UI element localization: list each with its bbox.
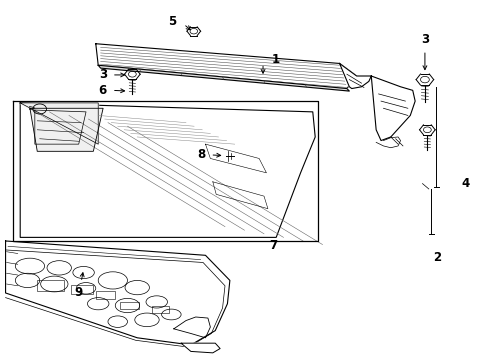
Text: 7: 7 bbox=[269, 239, 277, 252]
Polygon shape bbox=[181, 343, 220, 353]
Bar bbox=[71, 285, 93, 294]
Bar bbox=[96, 291, 115, 299]
Text: 4: 4 bbox=[461, 177, 469, 190]
Text: 9: 9 bbox=[75, 286, 82, 299]
Text: 8: 8 bbox=[197, 148, 205, 161]
Polygon shape bbox=[30, 108, 103, 151]
Text: 3: 3 bbox=[420, 32, 428, 45]
Polygon shape bbox=[98, 65, 348, 91]
Text: 1: 1 bbox=[271, 53, 279, 66]
Polygon shape bbox=[339, 63, 370, 89]
Bar bbox=[152, 306, 168, 313]
Text: 3: 3 bbox=[99, 68, 107, 81]
Text: 2: 2 bbox=[432, 251, 440, 264]
Polygon shape bbox=[20, 103, 98, 144]
Polygon shape bbox=[20, 103, 315, 237]
Text: 5: 5 bbox=[168, 15, 176, 28]
Polygon shape bbox=[370, 76, 414, 140]
Text: 6: 6 bbox=[99, 84, 107, 97]
Polygon shape bbox=[96, 44, 356, 89]
Bar bbox=[37, 280, 64, 291]
Polygon shape bbox=[5, 241, 229, 345]
Bar bbox=[120, 302, 139, 309]
